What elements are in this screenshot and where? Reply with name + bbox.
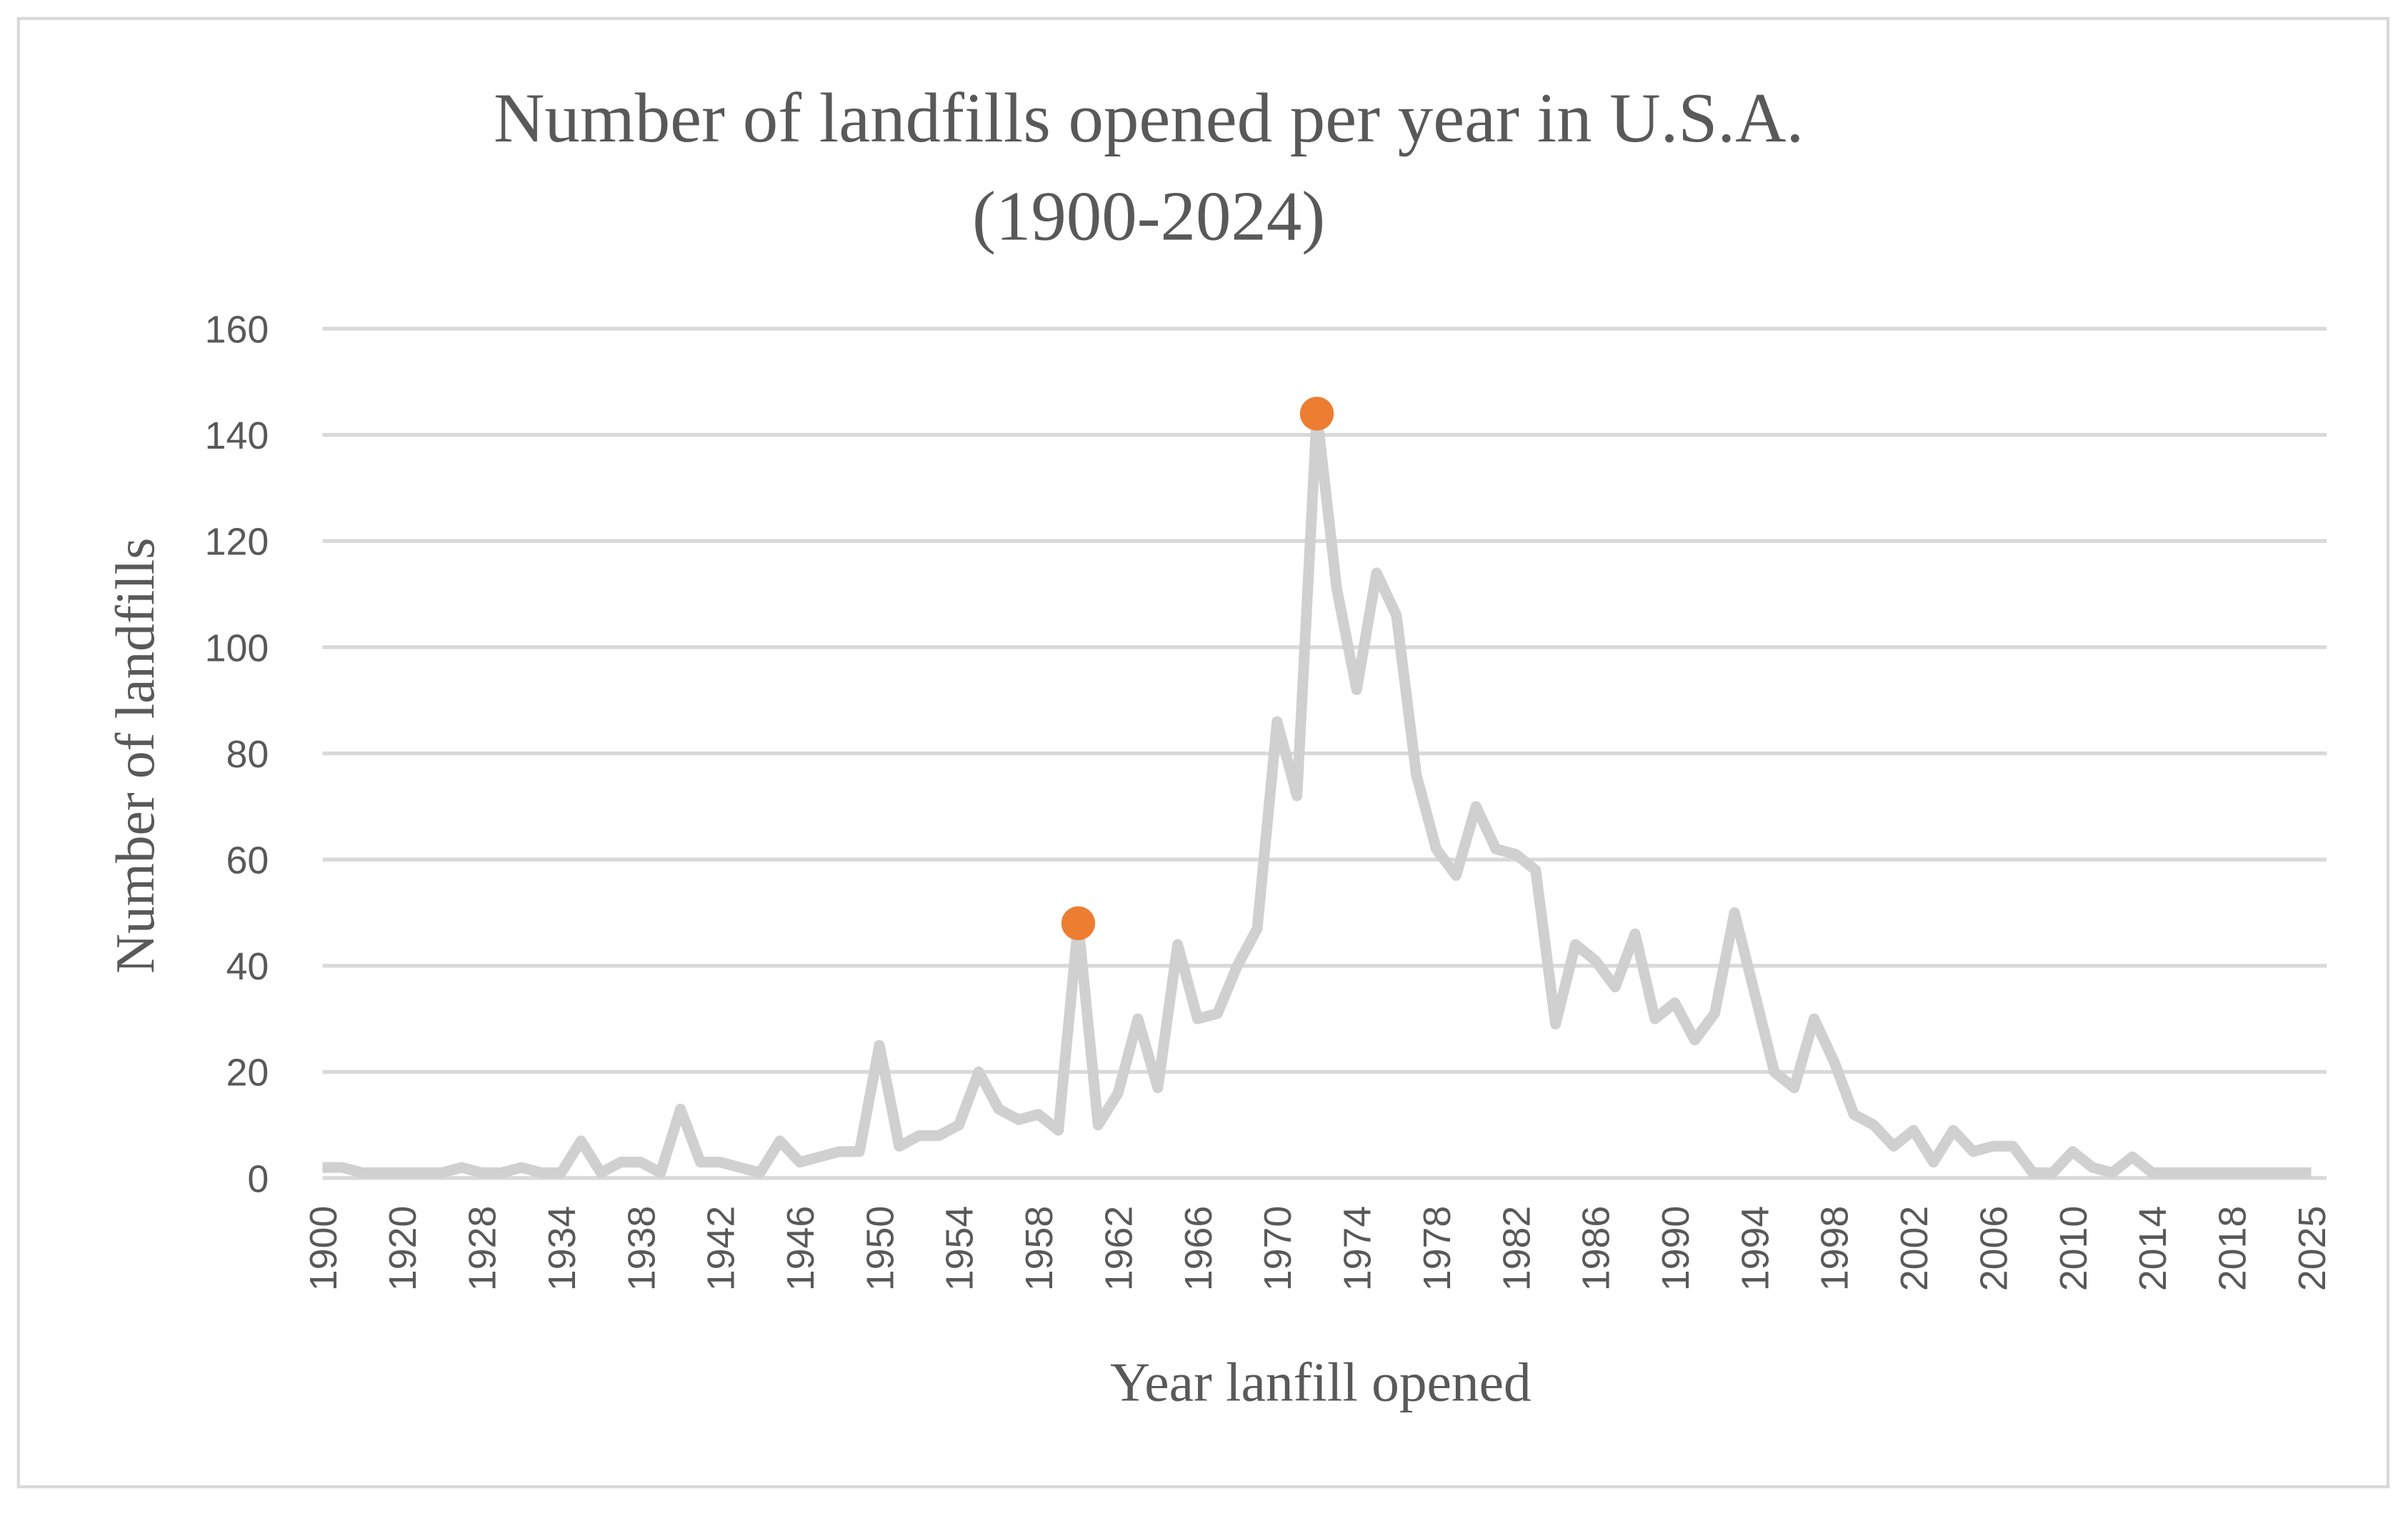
x-tick-label: 1950: [859, 1206, 901, 1292]
x-tick-label: 1974: [1337, 1206, 1379, 1292]
x-tick-label: 1998: [1814, 1206, 1857, 1292]
x-tick-label: 2025: [2291, 1206, 2334, 1292]
x-tick-label: 1920: [381, 1206, 424, 1292]
y-tick-label: 120: [205, 521, 269, 564]
x-tick-label: 2010: [2052, 1206, 2095, 1292]
y-tick-label: 80: [226, 733, 269, 776]
x-tick-label: 1954: [939, 1206, 981, 1292]
y-tick-label: 0: [247, 1157, 269, 1200]
x-tick-label: 1962: [1097, 1206, 1140, 1292]
data-point: [1061, 906, 1096, 940]
x-tick-label: 1928: [461, 1206, 504, 1292]
x-axis-label: Year lanfill opened: [1110, 1352, 1532, 1413]
x-tick-label: 2014: [2132, 1206, 2174, 1292]
y-tick-label: 60: [226, 839, 269, 882]
x-tick-label: 1990: [1654, 1206, 1697, 1292]
x-tick-label: 2002: [1893, 1206, 1936, 1292]
x-tick-label: 1938: [620, 1206, 663, 1292]
x-tick-label: 1966: [1177, 1206, 1220, 1292]
y-tick-label: 140: [205, 414, 269, 457]
x-tick-label: 1970: [1257, 1206, 1299, 1292]
x-tick-label: 1958: [1018, 1206, 1061, 1292]
x-tick-label: 1934: [541, 1206, 584, 1292]
y-tick-label: 40: [226, 945, 269, 988]
y-tick-label: 100: [205, 627, 269, 669]
x-tick-label: 1986: [1575, 1206, 1618, 1292]
chart-title: (1900-2024): [972, 177, 1325, 255]
x-tick-label: 1978: [1416, 1206, 1459, 1292]
x-tick-label: 1982: [1495, 1206, 1538, 1292]
x-tick-label: 1942: [700, 1206, 743, 1292]
y-tick-label: 20: [226, 1052, 269, 1094]
x-tick-label: 1900: [302, 1206, 345, 1292]
data-point: [1299, 397, 1334, 431]
x-tick-label: 1946: [779, 1206, 822, 1292]
x-tick-label: 2018: [2212, 1206, 2254, 1292]
y-axis-label: Number of landfills: [104, 538, 166, 974]
x-tick-label: 1994: [1734, 1206, 1777, 1292]
chart-title: Number of landfills opened per year in U…: [494, 79, 1804, 157]
y-tick-label: 160: [205, 308, 269, 351]
x-tick-label: 2006: [1972, 1206, 2015, 1292]
